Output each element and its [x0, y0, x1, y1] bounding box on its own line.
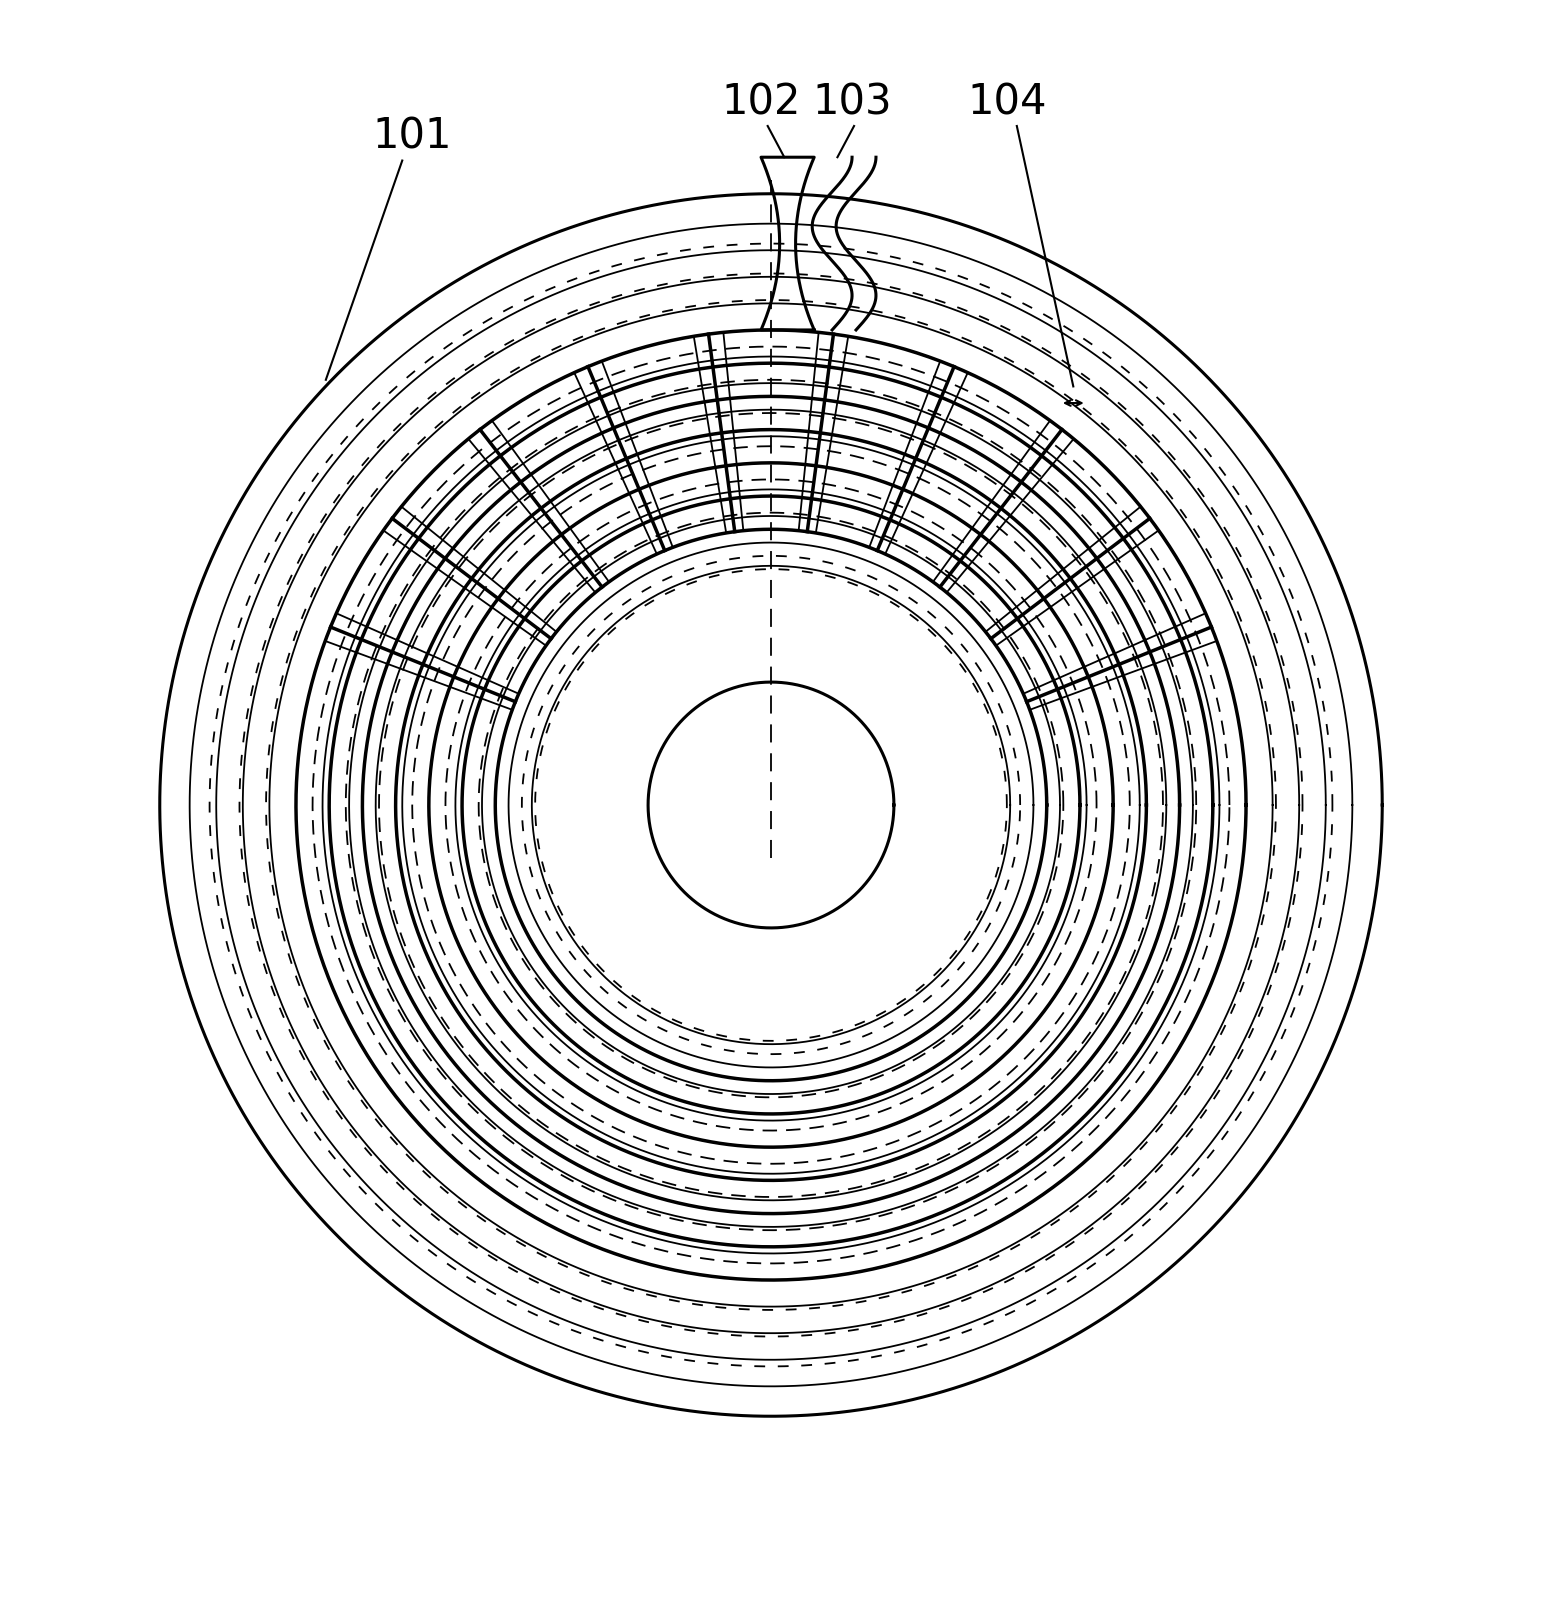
Text: 104: 104: [967, 82, 1047, 124]
Text: 102: 102: [722, 82, 800, 124]
Text: 103: 103: [813, 82, 891, 124]
Text: 101: 101: [372, 116, 452, 158]
